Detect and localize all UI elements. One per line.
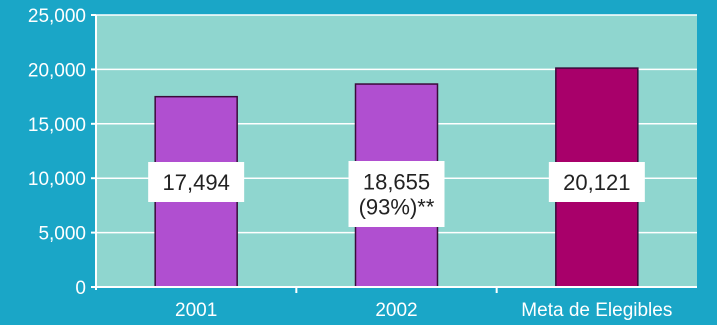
y-tick-labels: 0 5,000 10,000 15,000 20,000 25,000 xyxy=(28,6,96,299)
y-tick-label: 10,000 xyxy=(28,169,86,190)
x-category-label: 2001 xyxy=(175,300,217,320)
data-label-box xyxy=(548,162,645,202)
y-tick-label: 0 xyxy=(75,278,86,299)
y-tick-label: 25,000 xyxy=(28,6,86,27)
y-tick-label: 5,000 xyxy=(38,224,86,245)
y-tick-label: 20,000 xyxy=(28,60,86,81)
data-label-box xyxy=(348,161,445,227)
x-category-label: Meta de Elegibles xyxy=(521,300,672,320)
data-label: (93%)** xyxy=(359,195,435,220)
axes xyxy=(92,15,697,290)
data-label-box xyxy=(148,162,245,202)
x-category-label: 2002 xyxy=(375,300,417,320)
data-labels: 17,494 18,655(93%)** 20,121 xyxy=(148,161,645,227)
y-tick-label: 15,000 xyxy=(28,115,86,136)
x-category-labels: 2001 2002 Meta de Elegibles xyxy=(175,287,672,321)
data-label: 20,121 xyxy=(563,170,630,195)
data-label: 17,494 xyxy=(163,170,230,195)
data-label: 18,655 xyxy=(363,170,430,195)
